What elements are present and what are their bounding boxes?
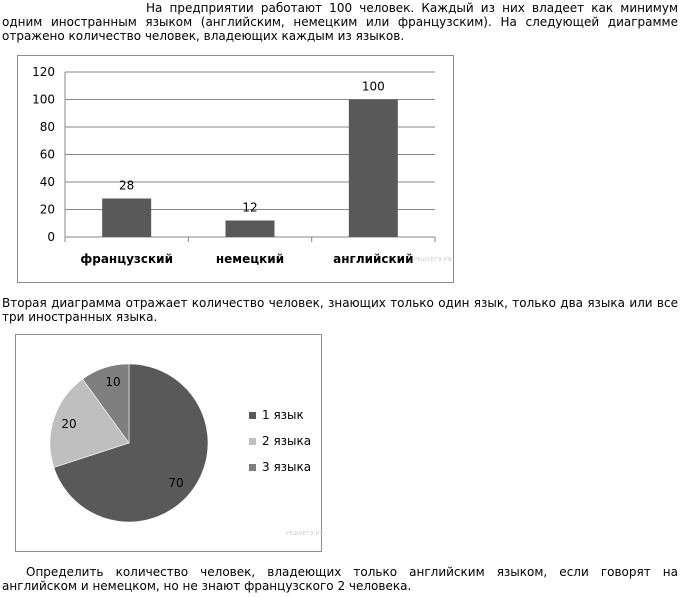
- pie-slice: [49, 378, 130, 468]
- bar-chart-watermark: РЕШУЕГЭ.РФ: [414, 257, 453, 263]
- pie-slice: [53, 363, 209, 523]
- legend-label: 2 языка: [262, 434, 312, 448]
- legend-label: 1 язык: [262, 408, 304, 422]
- question-text: Определить количество человек, владеющих…: [2, 565, 678, 593]
- bar: [225, 220, 275, 237]
- legend-swatch: [249, 437, 256, 445]
- pie-data-label: 10: [105, 375, 120, 389]
- bar: [102, 198, 152, 237]
- y-tick-label: 0: [47, 230, 55, 244]
- pie-chart-watermark: РЕШУЕГЭ.РФ: [286, 531, 325, 537]
- y-tick-label: 40: [40, 175, 55, 189]
- legend-swatch: [249, 463, 256, 471]
- pie-slice: [82, 363, 130, 444]
- middle-text: Вторая диаграмма отражает количество чел…: [2, 296, 678, 324]
- y-tick-label: 20: [40, 203, 55, 217]
- legend-swatch: [249, 411, 256, 419]
- legend-label: 3 языка: [262, 460, 312, 474]
- legend-item: 3 языка: [249, 460, 311, 474]
- y-tick-label: 60: [40, 148, 55, 162]
- bar-chart: 0 20 40 60 80 100 120 28 французский 12 немецкий 10…: [32, 65, 436, 266]
- legend-item: 2 языка: [249, 434, 311, 448]
- pie-chart-frame: 70 20 10 1 язык 2 языка 3 языка РЕШУЕГЭ.РФ: [15, 334, 325, 552]
- x-category-label: английский: [333, 252, 413, 266]
- y-tick-label: 120: [32, 65, 55, 79]
- x-category-label: французский: [80, 252, 173, 266]
- pie-data-label: 20: [61, 417, 76, 431]
- y-tick-label: 80: [40, 120, 55, 134]
- pie-chart: 70 20 10: [49, 363, 209, 523]
- y-tick-label: 100: [32, 93, 55, 107]
- legend-item: 1 язык: [249, 408, 304, 422]
- middle-paragraph: Вторая диаграмма отражает количество чел…: [2, 296, 678, 324]
- bar-chart-frame: 0 20 40 60 80 100 120 28 французский 12 немецкий 10…: [17, 55, 454, 283]
- bar: [348, 99, 398, 237]
- intro-text: На предприятии работают 100 человек. Каж…: [2, 1, 678, 43]
- bar-data-label: 28: [119, 179, 134, 193]
- question-paragraph: Определить количество человек, владеющих…: [2, 565, 678, 593]
- bar-data-label: 100: [362, 80, 385, 94]
- x-category-label: немецкий: [216, 252, 284, 266]
- bar-data-label: 12: [242, 201, 257, 215]
- pie-data-label: 70: [168, 476, 183, 490]
- intro-paragraph: На предприятии работают 100 человек. Каж…: [2, 1, 678, 43]
